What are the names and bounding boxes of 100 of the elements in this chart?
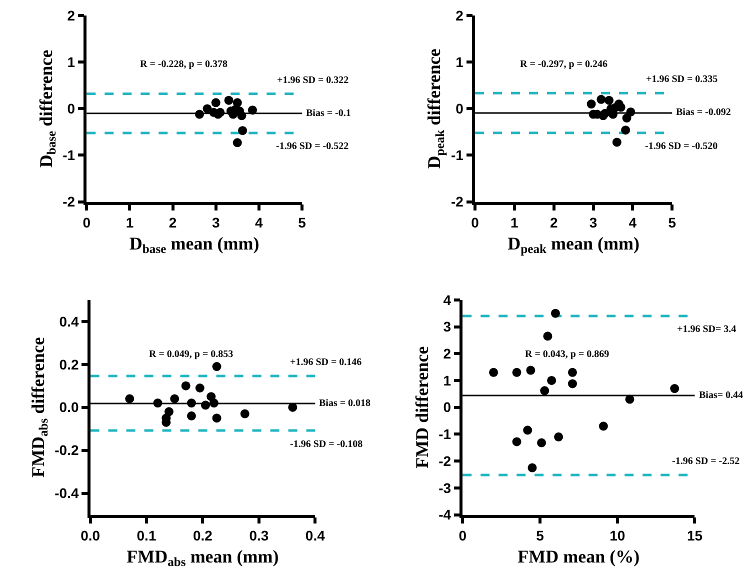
point xyxy=(232,138,242,148)
x-tick-label: 3 xyxy=(589,214,598,230)
y-tick-label: -3 xyxy=(438,480,452,496)
annotation: R = 0.049, p = 0.853 xyxy=(149,349,234,360)
point xyxy=(489,368,498,377)
y-tick-label: 2 xyxy=(443,346,452,362)
point xyxy=(186,411,196,420)
point xyxy=(528,463,537,472)
point xyxy=(550,308,560,318)
y-tick-label: 3 xyxy=(443,318,452,335)
point xyxy=(554,432,564,442)
x-axis-title: FMD$_{abs}$ mean (mm) xyxy=(126,546,279,570)
ref-line-label: Bias = -0.1 xyxy=(306,108,351,119)
point xyxy=(216,108,225,117)
annotation: R = -0.228, p = 0.378 xyxy=(140,59,228,70)
y-tick-label: -2 xyxy=(451,194,464,210)
point xyxy=(125,394,134,404)
y-tick-label: 0 xyxy=(67,100,76,117)
x-tick-label: 0.0 xyxy=(80,527,100,544)
x-axis-title: FMD mean (%) xyxy=(518,546,640,566)
point xyxy=(568,368,577,377)
point xyxy=(238,126,248,136)
x-tick-label: 1 xyxy=(510,214,519,230)
point xyxy=(547,376,556,385)
point xyxy=(670,384,680,394)
point xyxy=(201,400,210,410)
x-tick-label: 10 xyxy=(610,527,626,544)
point xyxy=(604,96,614,105)
y-tick-label: 0 xyxy=(443,399,452,416)
y-tick-label: 4 xyxy=(443,292,452,308)
y-tick-label: -0.2 xyxy=(54,442,79,458)
point xyxy=(211,98,220,108)
point xyxy=(596,94,606,104)
point xyxy=(164,407,174,416)
point xyxy=(625,394,634,404)
ref-line-label: -1.96 SD = -0.108 xyxy=(290,439,363,450)
y-tick-label: 0.4 xyxy=(59,313,79,330)
x-tick-label: 4 xyxy=(255,214,264,230)
x-tick-label: 2 xyxy=(550,214,558,230)
point xyxy=(224,96,234,105)
y-axis-title: FMD difference xyxy=(412,346,432,468)
y-tick-label: -0.4 xyxy=(54,485,79,502)
x-tick-label: 4 xyxy=(628,214,637,230)
point xyxy=(195,383,204,392)
ref-line-label: -1.96 SD = -0.520 xyxy=(645,141,718,152)
point xyxy=(537,438,546,448)
x-tick-label: 0 xyxy=(82,214,91,230)
point xyxy=(626,107,636,116)
point xyxy=(543,332,552,341)
x-axis-title: D$_{base}$ mean (mm) xyxy=(129,233,260,256)
point xyxy=(209,398,218,408)
point xyxy=(153,398,162,408)
point xyxy=(181,381,190,390)
point xyxy=(568,379,577,388)
y-tick-label: 1 xyxy=(443,372,452,388)
x-tick-label: 0.1 xyxy=(136,527,156,544)
point xyxy=(512,368,522,377)
x-tick-label: 0.4 xyxy=(305,527,326,544)
x-tick-label: 2 xyxy=(168,214,177,230)
x-tick-label: 5 xyxy=(536,527,544,544)
annotation: R = -0.297, p = 0.246 xyxy=(520,59,608,70)
point xyxy=(612,138,622,147)
y-tick-label: 1 xyxy=(456,54,464,70)
point xyxy=(540,386,550,396)
point xyxy=(248,106,257,115)
x-tick-label: 0 xyxy=(471,214,480,230)
ref-line-label: +1.96 SD = 0.146 xyxy=(290,357,362,368)
x-tick-label: 1 xyxy=(126,214,134,230)
point xyxy=(194,110,204,119)
point xyxy=(186,398,196,408)
point xyxy=(523,426,532,435)
point xyxy=(212,414,222,423)
point xyxy=(170,394,180,404)
ref-line-label: -1.96 SD = -0.522 xyxy=(276,141,349,152)
x-tick-label: 15 xyxy=(686,527,703,544)
y-tick-label: 0.2 xyxy=(59,356,79,372)
y-tick-label: 0.0 xyxy=(59,399,79,416)
y-tick-label: 2 xyxy=(67,8,76,24)
point xyxy=(512,437,522,446)
ref-line-label: Bias = 0.018 xyxy=(319,398,371,409)
point xyxy=(598,422,608,431)
ref-line-label: Bias = -0.092 xyxy=(676,107,731,118)
y-tick-label: -1 xyxy=(451,147,464,164)
ref-line-label: +1.96 SD= 3.4 xyxy=(677,324,736,335)
y-tick-label: 2 xyxy=(456,8,464,24)
ref-line-label: -1.96 SD = -2.52 xyxy=(672,456,740,467)
y-tick-label: -1 xyxy=(438,426,452,442)
point xyxy=(240,409,250,418)
ref-line-label: +1.96 SD = 0.335 xyxy=(646,74,718,85)
y-tick-label: -2 xyxy=(62,194,76,210)
point xyxy=(586,100,596,109)
x-tick-label: 0.2 xyxy=(192,527,213,544)
point xyxy=(526,366,536,375)
ref-line-label: Bias= 0.44 xyxy=(699,390,744,401)
point xyxy=(621,126,630,135)
point xyxy=(288,402,298,412)
ref-line-label: +1.96 SD = 0.322 xyxy=(277,75,349,86)
point xyxy=(212,362,222,371)
annotation: R = 0.043, p = 0.869 xyxy=(525,349,610,360)
point xyxy=(232,98,242,108)
